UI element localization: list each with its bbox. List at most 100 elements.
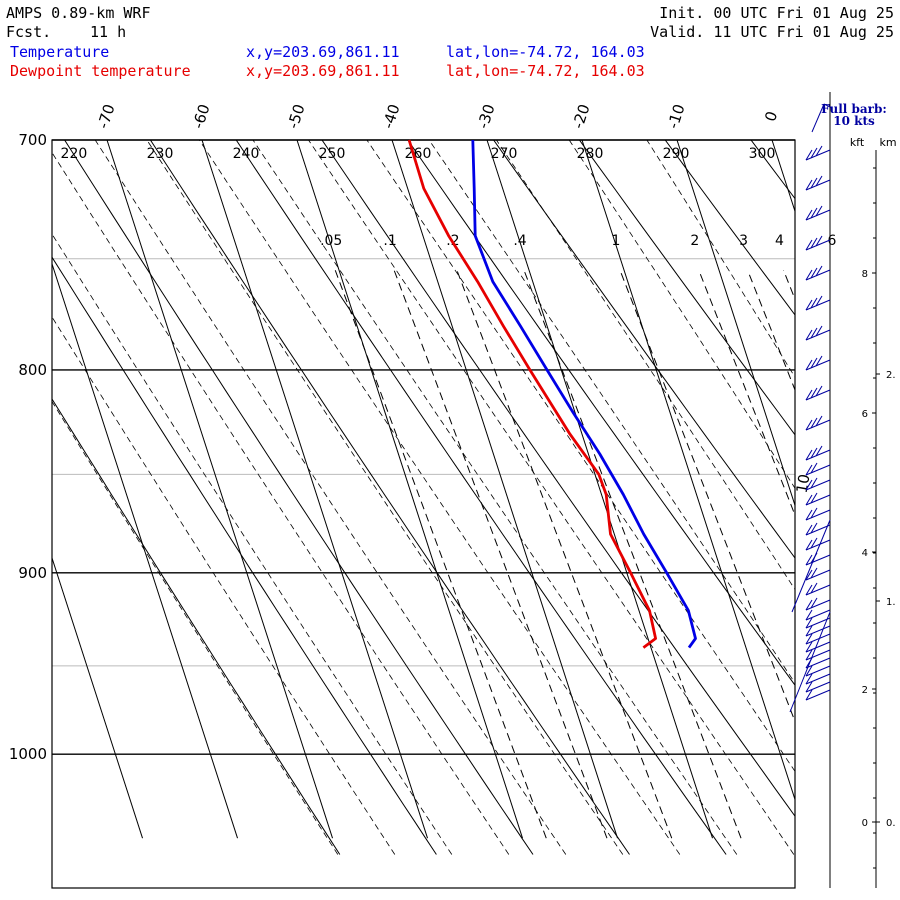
wind-barb <box>805 524 831 536</box>
wind-barb-feather <box>805 609 813 621</box>
isotherm <box>201 140 428 839</box>
wind-legend-barb <box>811 103 825 133</box>
isotherm <box>106 140 333 839</box>
mixing-ratio-line <box>747 270 795 392</box>
wind-barb-feather <box>805 479 813 491</box>
dry-adiabat <box>750 140 795 200</box>
pressure-tick-label: 800 <box>18 361 47 379</box>
wind-barb-feather <box>805 494 813 506</box>
wind-barb-feather <box>805 449 813 461</box>
mixing-ratio-label: 4 <box>775 233 784 249</box>
isotherm <box>296 140 523 839</box>
wind-barb <box>805 554 831 566</box>
wind-barb-feather <box>810 597 818 609</box>
kft-tick-label: 1. <box>886 597 896 608</box>
isotherm <box>52 556 143 839</box>
dry-adiabat <box>52 256 437 855</box>
wind-legend-value: 10 kts <box>833 114 875 128</box>
wind-barb-feather <box>805 389 813 401</box>
wind-barb-feather <box>810 462 818 474</box>
isotherm <box>0 140 48 838</box>
wind-legend-title: Full barb: <box>821 102 887 116</box>
wind-barb <box>805 209 831 221</box>
dry-adiabat <box>52 398 341 855</box>
legend-temperature: Temperature <box>10 43 110 61</box>
dry-adiabat <box>235 140 727 855</box>
wind-barb-feather <box>815 265 823 277</box>
temperature-tick-label: -60 <box>189 102 214 131</box>
wind-barb <box>805 494 831 506</box>
dry-adiabat-label: 250 <box>319 146 346 162</box>
wind-barb <box>805 584 831 596</box>
wind-barb-feather <box>810 207 818 219</box>
wind-barb <box>805 569 831 581</box>
wind-barb-feather <box>805 617 813 629</box>
wind-barb-feather <box>805 641 813 653</box>
wind-barb-feather <box>805 524 813 536</box>
wind-barb <box>805 673 831 685</box>
dew-xy: x,y=203.69,861.11 <box>246 62 400 80</box>
km-tick-label: 4 <box>862 548 868 559</box>
wind-legend-barb-feather <box>823 103 833 109</box>
mixing-ratio-line <box>783 270 795 301</box>
wind-barb <box>805 389 831 401</box>
dry-adiabat <box>407 140 795 686</box>
forecast-label: Fcst. <box>6 23 52 41</box>
wind-barb-feather <box>805 633 813 645</box>
wind-barb <box>805 617 831 629</box>
wind-barb-feather <box>810 492 818 504</box>
mixing-ratio-label: 6 <box>828 233 837 249</box>
moist-adiabat <box>428 140 795 684</box>
pressure-tick-label: 1000 <box>9 745 47 763</box>
wind-barb-feather <box>810 582 818 594</box>
wind-barb-feather <box>810 357 818 369</box>
wind-barb <box>805 464 831 476</box>
wind-barb-feather <box>815 445 823 457</box>
dry-adiabat <box>578 140 795 436</box>
km-tick-label: 8 <box>862 269 868 280</box>
kft-label: kft <box>850 136 865 149</box>
km-tick-label: 6 <box>862 409 868 420</box>
wind-barb-feather <box>805 419 813 431</box>
wind-barb-feather <box>810 567 818 579</box>
wind-barb <box>805 359 831 371</box>
wind-barb-feather <box>810 297 818 309</box>
dry-adiabat-label: 280 <box>577 146 604 162</box>
wind-barb-feather <box>810 327 818 339</box>
wind-barb <box>805 179 831 191</box>
wind-barb <box>805 419 831 431</box>
wind-barb <box>789 611 831 713</box>
moist-adiabat <box>198 140 681 855</box>
dry-adiabat-label: 230 <box>147 146 174 162</box>
km-tick-label: 2 <box>862 685 868 696</box>
mixing-ratio-label: 2 <box>690 233 699 249</box>
wind-barb-feather <box>805 269 813 281</box>
mixing-ratio-label: .1 <box>383 233 396 249</box>
dew-latlon: lat,lon=-74.72, 164.03 <box>446 62 645 80</box>
wind-barb-feather <box>805 299 813 311</box>
isotherm <box>676 140 795 507</box>
pressure-tick-label: 900 <box>18 564 47 582</box>
wind-barb-feather <box>805 149 813 161</box>
wind-barb-feather <box>810 447 818 459</box>
km-label: km <box>879 136 896 149</box>
wind-barb-feather <box>805 625 813 637</box>
wind-barb-feather <box>805 179 813 191</box>
dry-adiabat-label: 260 <box>405 146 432 162</box>
wind-barb-feather <box>810 537 818 549</box>
plot-area <box>0 140 795 855</box>
mixing-ratio-label: 1 <box>612 233 621 249</box>
wind-barb-feather <box>815 295 823 307</box>
wind-barb <box>805 609 831 621</box>
moist-adiabat <box>366 140 795 773</box>
wind-barb <box>805 479 831 491</box>
wind-barbs <box>789 145 831 713</box>
wind-barb <box>805 665 831 677</box>
mixing-ratio-line <box>698 270 795 517</box>
wind-barb-feather <box>805 329 813 341</box>
moist-adiabat <box>252 140 738 855</box>
wind-barb <box>805 539 831 551</box>
temperature-tick-label: -50 <box>284 102 309 131</box>
model-title: AMPS 0.89-km WRF <box>6 4 151 22</box>
wind-barb <box>805 449 831 461</box>
